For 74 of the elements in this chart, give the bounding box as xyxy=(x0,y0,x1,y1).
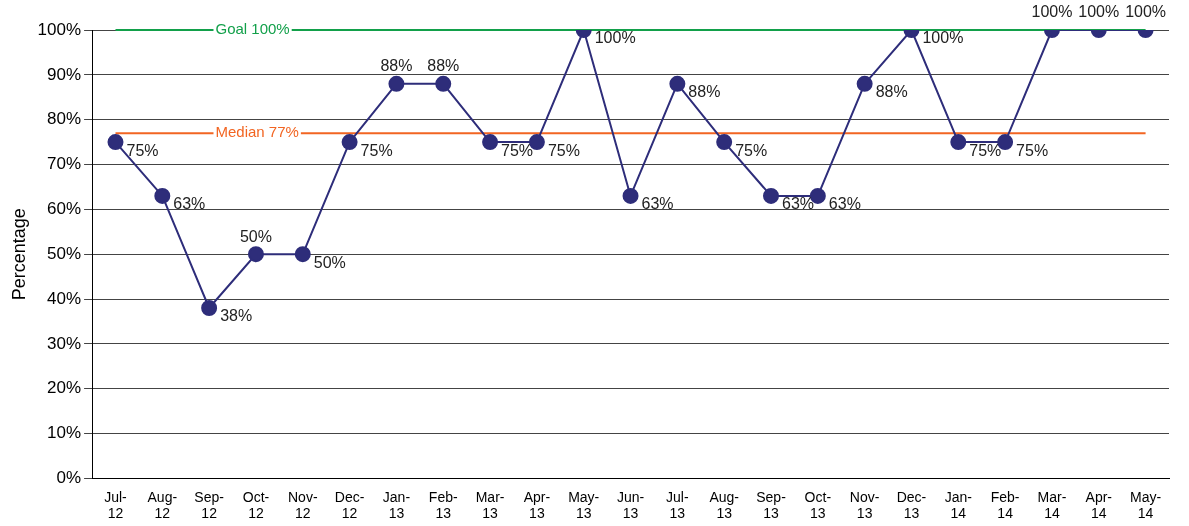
y-tick-label: 50% xyxy=(47,243,82,263)
point xyxy=(482,134,499,151)
y-tick-label: 100% xyxy=(37,19,82,39)
x-tick-label: Jul-13 xyxy=(666,488,689,522)
data-label: 75% xyxy=(735,141,768,159)
data-label: 100% xyxy=(1031,3,1073,21)
data-label: 75% xyxy=(969,141,1002,159)
x-tick-label: Nov-12 xyxy=(288,488,318,522)
data-label: 63% xyxy=(641,195,674,213)
ref-line-label: Goal 100% xyxy=(215,20,290,38)
x-tick-label: Jun-13 xyxy=(616,488,645,522)
y-tick-label: 0% xyxy=(56,468,82,488)
x-tick-label: Feb-13 xyxy=(428,488,458,522)
data-label: 100% xyxy=(594,29,636,47)
point xyxy=(247,246,264,263)
x-tick-label: Oct-12 xyxy=(242,488,270,522)
data-label: 75% xyxy=(547,141,580,159)
point xyxy=(341,134,358,151)
x-tick-label: Dec-12 xyxy=(334,488,365,522)
data-label: 88% xyxy=(688,83,721,101)
x-tick-label: Jul-12 xyxy=(104,488,128,522)
point xyxy=(294,246,311,263)
data-label: 63% xyxy=(173,195,206,213)
x-tick-label: Apr-13 xyxy=(523,488,551,522)
y-tick-label: 40% xyxy=(47,288,82,308)
data-label: 75% xyxy=(360,141,393,159)
point xyxy=(763,187,780,204)
x-tick-label: Aug-13 xyxy=(709,488,740,522)
y-tick-label: 90% xyxy=(47,64,82,84)
x-tick-label: May-14 xyxy=(1130,488,1162,522)
data-label: 38% xyxy=(220,307,253,325)
x-tick-label: Aug-12 xyxy=(147,488,178,522)
point xyxy=(622,187,639,204)
data-label: 50% xyxy=(313,253,346,271)
x-tick-label: Dec-13 xyxy=(896,488,927,522)
data-label: 100% xyxy=(922,29,964,47)
x-tick-label: Oct-13 xyxy=(804,488,832,522)
x-tick-label: Apr-14 xyxy=(1085,488,1113,522)
data-label: 75% xyxy=(501,141,534,159)
y-tick-label: 70% xyxy=(47,154,82,174)
point xyxy=(107,134,124,151)
x-tick-label: May-13 xyxy=(568,488,600,522)
data-label: 100% xyxy=(1078,3,1120,21)
x-tick-label: Nov-13 xyxy=(849,488,880,522)
data-label: 50% xyxy=(239,227,272,245)
point xyxy=(154,187,171,204)
point xyxy=(435,75,452,92)
data-label: 75% xyxy=(1016,141,1049,159)
ref-line-label: Median 77% xyxy=(215,123,299,141)
x-tick-label: Sep-13 xyxy=(756,488,787,522)
data-label: 88% xyxy=(875,83,908,101)
point xyxy=(856,75,873,92)
point xyxy=(669,75,686,92)
x-tick-label: Jan-14 xyxy=(944,488,973,522)
y-axis-title: Percentage xyxy=(8,208,29,301)
x-tick-label: Mar-13 xyxy=(475,488,505,522)
point xyxy=(716,134,733,151)
data-label: 88% xyxy=(427,57,460,75)
data-label: 63% xyxy=(782,195,815,213)
point xyxy=(388,75,405,92)
x-tick-label: Mar-14 xyxy=(1037,488,1067,522)
y-tick-label: 10% xyxy=(47,423,82,443)
data-label: 63% xyxy=(828,195,861,213)
data-label: 88% xyxy=(380,57,413,75)
point xyxy=(950,134,967,151)
y-tick-label: 20% xyxy=(47,378,82,398)
x-tick-label: Feb-14 xyxy=(990,488,1020,522)
y-tick-label: 80% xyxy=(47,109,82,129)
x-tick-label: Jan-13 xyxy=(382,488,411,522)
data-label: 100% xyxy=(1125,3,1167,21)
data-label: 75% xyxy=(126,141,159,159)
y-tick-label: 60% xyxy=(47,199,82,219)
x-tick-label: Sep-12 xyxy=(194,488,225,522)
y-tick-label: 30% xyxy=(47,333,82,353)
